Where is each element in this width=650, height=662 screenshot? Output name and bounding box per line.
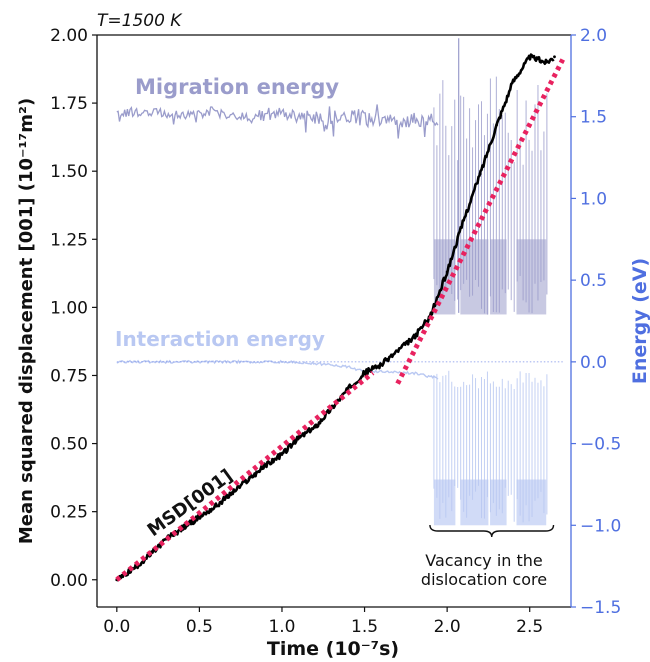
msd-point [544, 60, 548, 64]
vacancy-label-line1: Vacancy in the [425, 551, 543, 570]
y-left-tick-label: 1.00 [50, 298, 88, 318]
msd-point [379, 363, 383, 366]
msd-point [313, 425, 317, 429]
migration-fluct-band-2 [490, 239, 507, 315]
x-axis-label: Time (10⁻⁷s) [267, 638, 399, 660]
energy-fluctuation-fill [433, 38, 548, 526]
y-right-tick-label: −1.5 [580, 598, 621, 618]
tick-labels: 0.00 0.25 0.50 0.75 1.00 1.25 1.50 1.75 2.00 −1.5… [50, 26, 621, 637]
interaction-energy-label: Interaction energy [115, 327, 325, 351]
migration-energy-line [116, 104, 439, 139]
interaction-energy-line [116, 359, 439, 380]
y-left-tick-label: 0.25 [50, 503, 88, 523]
y-right-tick-label: 1.0 [580, 189, 607, 209]
x-tick-label: 0.0 [103, 617, 130, 637]
y-right-tick-label: 0.5 [580, 271, 607, 291]
y-right-tick-label: 2.0 [580, 26, 607, 46]
y-right-tick-label: 0.0 [580, 353, 607, 373]
msd-point [462, 218, 466, 222]
interaction-fluct-band-1 [460, 479, 489, 526]
msd-point [280, 453, 284, 456]
y-right-tick-label: −1.0 [580, 516, 621, 536]
energy-lines [116, 104, 563, 380]
y-axis-left-label: Mean squared displacement [001] (10⁻¹⁷m²… [16, 98, 37, 544]
msd-point [297, 436, 300, 440]
chart-title: T=1500 K [97, 11, 183, 31]
msd-point [528, 55, 532, 59]
interaction-fluct-band-3 [516, 479, 547, 526]
x-tick-label: 2.0 [434, 617, 461, 637]
y-left-tick-label: 0.50 [50, 435, 88, 455]
msd-point [247, 477, 251, 481]
y-left-tick-label: 0.00 [50, 571, 88, 591]
msd-point [363, 371, 366, 375]
y-left-tick-label: 0.75 [50, 366, 88, 386]
vacancy-label-line2: dislocation core [421, 570, 547, 589]
msd-lines [115, 53, 565, 582]
msd-point [478, 172, 482, 176]
y-left-tick-label: 2.00 [50, 26, 88, 46]
msd-point [445, 270, 449, 274]
msd-point [197, 515, 201, 519]
y-left-tick-label: 1.75 [50, 94, 88, 114]
y-left-tick-label: 1.25 [50, 230, 88, 250]
msd-point [412, 335, 416, 339]
msd-point [396, 349, 399, 353]
migration-fluct-band-3 [516, 239, 547, 315]
msd-point [214, 504, 218, 508]
x-tick-label: 2.5 [516, 617, 543, 637]
msd-point [553, 55, 556, 59]
interaction-fluct-band-2 [490, 479, 507, 526]
y-right-tick-label: −0.5 [580, 435, 621, 455]
vacancy-region-brace [429, 524, 555, 538]
migration-energy-label: Migration energy [135, 75, 339, 99]
y-axis-right-label: Energy (eV) [629, 258, 650, 384]
y-left-tick-label: 1.50 [50, 162, 88, 182]
y-right-tick-label: 1.5 [580, 108, 607, 128]
axes [92, 34, 576, 612]
x-tick-label: 0.5 [186, 617, 213, 637]
msd-point [264, 463, 267, 467]
linear-fit-line-0 [115, 370, 375, 582]
msd-point [495, 123, 499, 127]
msd-point [511, 79, 515, 83]
msd-point [231, 491, 234, 494]
x-tick-label: 1.5 [351, 617, 378, 637]
migration-fluct-band-1 [460, 239, 489, 315]
x-tick-label: 1.0 [268, 617, 295, 637]
interaction-fluct-band-0 [433, 479, 456, 526]
